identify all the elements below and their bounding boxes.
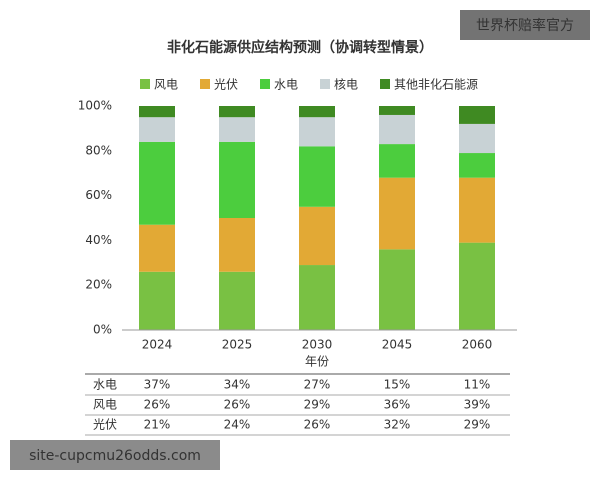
- table-row-label: 光伏: [93, 418, 117, 432]
- bar-segment: [219, 218, 255, 272]
- bar-segment: [219, 117, 255, 142]
- table-cell: 21%: [144, 418, 171, 432]
- y-tick-label: 0%: [93, 323, 112, 337]
- bar-segment: [379, 106, 415, 115]
- table-cell: 29%: [304, 398, 331, 412]
- bar-segment: [459, 242, 495, 330]
- x-tick-label: 2030: [302, 338, 333, 352]
- table-cell: 26%: [224, 398, 251, 412]
- watermark: site-cupcmu26odds.com: [29, 448, 201, 464]
- legend-swatch: [380, 79, 390, 89]
- table-cell: 26%: [304, 418, 331, 432]
- bar-segment: [379, 144, 415, 178]
- table-cell: 27%: [304, 378, 331, 392]
- chart-title: 非化石能源供应结构预测（协调转型情景）: [167, 39, 433, 56]
- bar-segment: [139, 106, 175, 118]
- bar-segment: [299, 106, 335, 118]
- x-tick-label: 2025: [222, 338, 253, 352]
- bar-segment: [219, 106, 255, 118]
- watermark: 世界杯赔率官方: [476, 17, 574, 34]
- x-tick-label: 2045: [382, 338, 413, 352]
- bar-segment: [459, 106, 495, 124]
- legend-swatch: [320, 79, 330, 89]
- table-cell: 26%: [144, 398, 171, 412]
- y-tick-label: 60%: [85, 188, 112, 202]
- table-cell: 32%: [384, 418, 411, 432]
- legend-swatch: [140, 79, 150, 89]
- y-tick-label: 40%: [85, 233, 112, 247]
- bar-segment: [459, 177, 495, 243]
- y-tick-label: 100%: [78, 99, 112, 113]
- y-tick-label: 80%: [85, 143, 112, 157]
- watermark-box: [460, 10, 590, 40]
- x-tick-label: 2060: [462, 338, 493, 352]
- bar-segment: [379, 114, 415, 145]
- bar-segment: [139, 141, 175, 225]
- legend-label: 风电: [154, 78, 178, 92]
- bar-segment: [139, 224, 175, 272]
- table-cell: 29%: [464, 418, 491, 432]
- legend-label: 其他非化石能源: [394, 78, 478, 92]
- table-row-label: 水电: [93, 378, 117, 392]
- table-cell: 39%: [464, 398, 491, 412]
- watermark-box: [10, 440, 220, 470]
- x-axis-label: 年份: [305, 355, 329, 369]
- y-tick-label: 20%: [85, 278, 112, 292]
- bar-segment: [299, 206, 335, 266]
- bar-segment: [139, 117, 175, 142]
- legend-swatch: [260, 79, 270, 89]
- table-cell: 24%: [224, 418, 251, 432]
- legend-swatch: [200, 79, 210, 89]
- table-cell: 11%: [464, 378, 491, 392]
- legend-label: 水电: [274, 78, 298, 92]
- bar-segment: [379, 249, 415, 330]
- x-tick-label: 2024: [142, 338, 173, 352]
- bar-segment: [299, 146, 335, 207]
- bar-segment: [299, 265, 335, 330]
- bar-segment: [379, 177, 415, 250]
- bar-segment: [139, 271, 175, 330]
- table-cell: 34%: [224, 378, 251, 392]
- bar-segment: [459, 153, 495, 178]
- bar-segment: [219, 271, 255, 330]
- bar-segment: [459, 123, 495, 154]
- legend-label: 光伏: [214, 78, 238, 92]
- table-cell: 37%: [144, 378, 171, 392]
- table-cell: 36%: [384, 398, 411, 412]
- table-cell: 15%: [384, 378, 411, 392]
- table-row-label: 风电: [93, 398, 117, 412]
- legend-label: 核电: [334, 78, 358, 92]
- bar-segment: [299, 117, 335, 147]
- bar-segment: [219, 141, 255, 218]
